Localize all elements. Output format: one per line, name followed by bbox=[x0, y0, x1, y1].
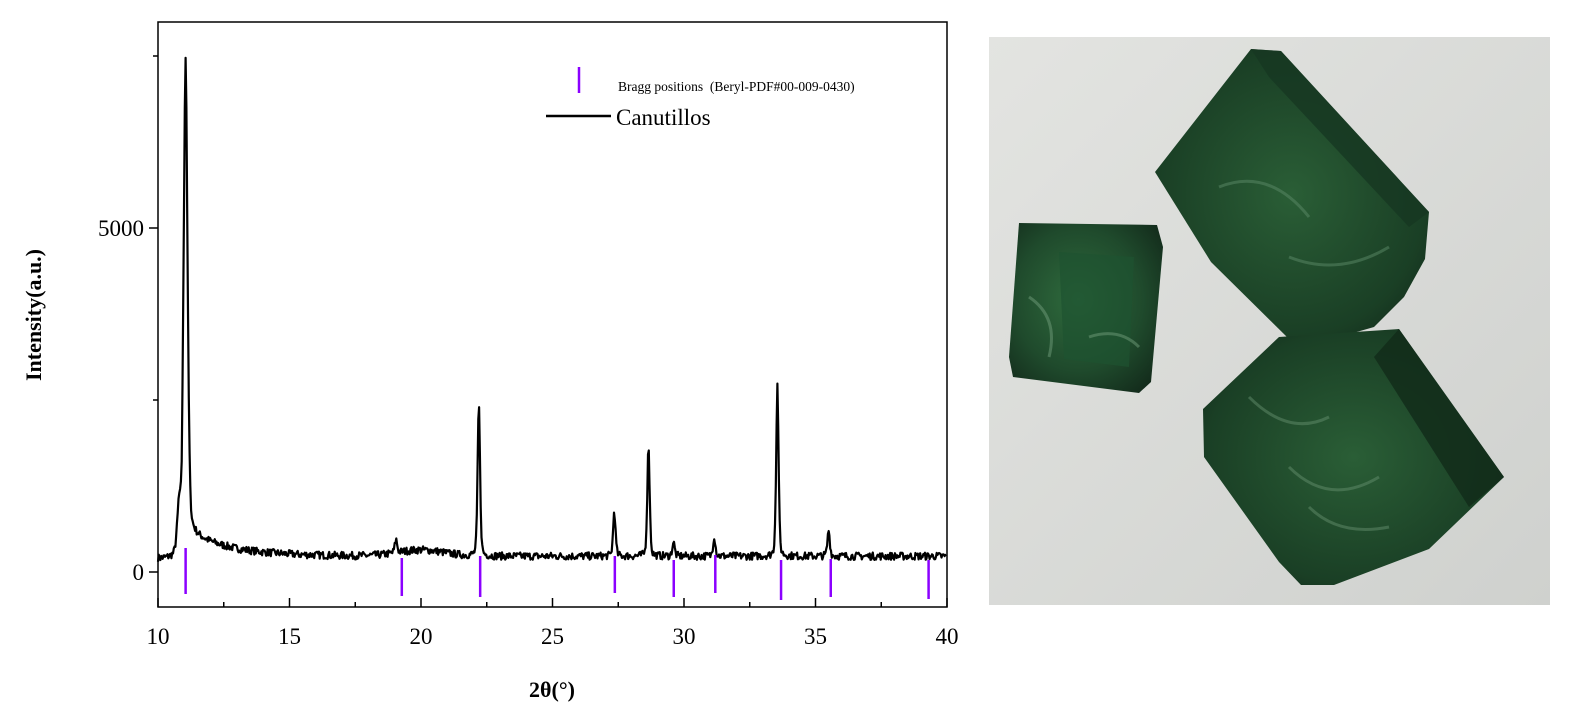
lower-crystal bbox=[1203, 329, 1504, 585]
y-axis: 0 5000 bbox=[98, 55, 158, 585]
x-axis-label: 2θ(°) bbox=[529, 677, 575, 702]
plot-frame bbox=[157, 21, 948, 608]
x-axis: 10 15 20 25 30 35 40 bbox=[147, 598, 959, 649]
small-crystal bbox=[1009, 223, 1163, 393]
y-tick-label: 0 bbox=[133, 560, 145, 585]
xrd-chart: 10 15 20 25 30 35 40 0 5000 2θ(°) Intensity(a.u… bbox=[21, 21, 959, 702]
y-axis-label: Intensity(a.u.) bbox=[21, 249, 46, 381]
y-tick-label: 5000 bbox=[98, 216, 144, 241]
emerald-crystals-photo bbox=[989, 37, 1550, 605]
plot-content bbox=[156, 56, 947, 600]
canutillos-pattern-line bbox=[156, 56, 947, 562]
x-tick-label: 15 bbox=[278, 624, 301, 649]
legend-bragg-label: Bragg positions (Beryl-PDF#00-009-0430) bbox=[618, 79, 855, 94]
x-tick-label: 25 bbox=[541, 624, 564, 649]
x-tick-label: 35 bbox=[804, 624, 827, 649]
x-tick-label: 40 bbox=[936, 624, 959, 649]
legend-canutillos-label: Canutillos bbox=[616, 105, 711, 130]
x-tick-label: 10 bbox=[147, 624, 170, 649]
x-tick-label: 30 bbox=[673, 624, 696, 649]
x-tick-label: 20 bbox=[410, 624, 433, 649]
upper-crystal bbox=[1155, 49, 1429, 339]
legend: Bragg positions (Beryl-PDF#00-009-0430) … bbox=[546, 67, 855, 130]
